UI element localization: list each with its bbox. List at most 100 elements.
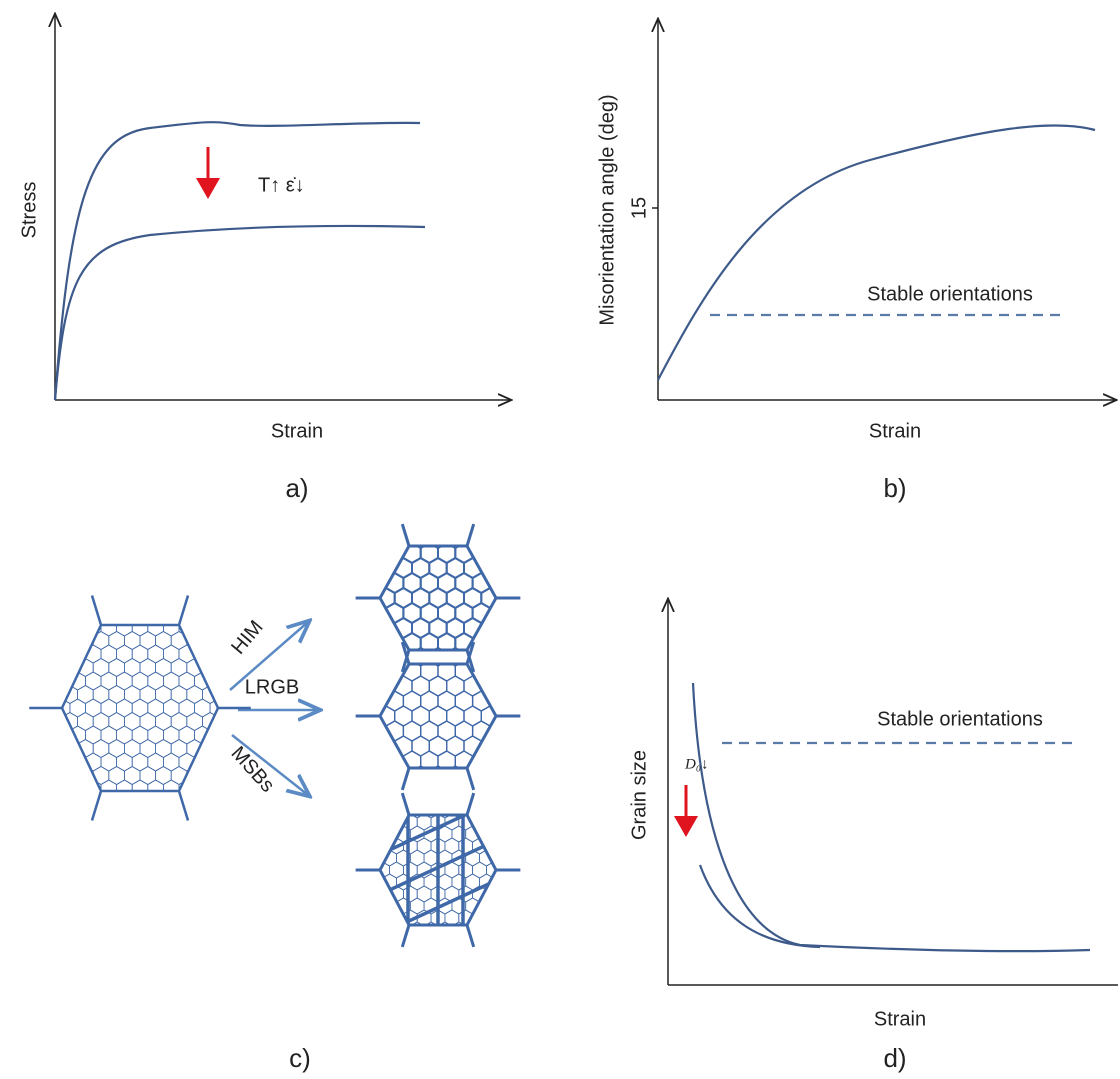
subgrain: [549, 946, 563, 962]
subgrain: [369, 811, 386, 831]
subgrain: [500, 790, 514, 806]
subgrain: [383, 826, 397, 842]
subgrain: [351, 631, 368, 651]
subgrain: [334, 781, 351, 801]
subgrain: [499, 826, 516, 846]
subgrain: [360, 558, 377, 578]
subgrain: [535, 826, 549, 842]
subgrain: [265, 740, 281, 758]
subgrain: [15, 632, 31, 650]
subgrain: [291, 528, 308, 548]
subgrain: [54, 672, 70, 690]
subgrain: [54, 726, 70, 744]
subgrain: [377, 468, 394, 488]
subgrain: [195, 807, 211, 825]
subgrain: [299, 691, 316, 711]
subgrain: [559, 513, 576, 533]
neighbor-boundary: [467, 925, 474, 947]
arrow-label: LRGB: [245, 676, 299, 698]
subgrain: [31, 713, 47, 731]
figure: T↑ ε̇↓ Stress Strain a) 15 Stable orient…: [0, 0, 1120, 1079]
subgrain: [521, 778, 535, 794]
subgrain: [376, 790, 390, 806]
subgrain: [493, 802, 507, 818]
x-label: Strain: [874, 1008, 926, 1030]
subgrain: [351, 483, 368, 503]
subgrain: [351, 751, 368, 771]
panel-label: b): [883, 473, 906, 503]
subgrain: [23, 618, 39, 636]
subgrain: [47, 686, 63, 704]
subgrain: [377, 766, 394, 786]
subgrain: [140, 605, 156, 623]
subgrain: [559, 811, 576, 831]
subgrain: [376, 910, 390, 926]
subgrain: [395, 708, 412, 728]
subgrain: [101, 807, 117, 825]
subgrain: [568, 586, 585, 606]
subgrain: [493, 898, 507, 914]
subgrain: [481, 528, 498, 548]
subgrain: [195, 591, 211, 609]
subgrain: [317, 483, 334, 503]
subgrain: [403, 513, 420, 533]
subgrain: [535, 802, 549, 818]
subgrain: [525, 751, 542, 771]
subgrain: [202, 605, 218, 623]
x-label: Strain: [869, 420, 921, 442]
subgrain: [507, 874, 521, 890]
subgrain: [403, 781, 420, 801]
subgrain: [431, 790, 445, 806]
subgrain: [348, 958, 362, 974]
subgrain: [568, 528, 585, 548]
subgrain: [241, 807, 257, 825]
subgrain: [549, 850, 563, 866]
subgrain: [351, 781, 368, 801]
subgrain: [542, 663, 559, 683]
subgrain: [480, 898, 494, 914]
subgrain: [514, 934, 528, 950]
subgrain: [360, 468, 377, 488]
subgrain: [542, 862, 556, 878]
subgrain: [291, 588, 308, 608]
subgrain: [533, 796, 550, 816]
subgrain: [291, 826, 308, 846]
subgrain: [257, 591, 273, 609]
curve: [658, 125, 1095, 380]
subgrain: [23, 753, 39, 771]
subgrain: [317, 661, 334, 681]
subgrain: [348, 910, 362, 926]
subgrain: [343, 498, 360, 518]
subgrain: [568, 706, 585, 726]
subgrain: [438, 693, 455, 713]
subgrain: [525, 691, 542, 711]
subgrain: [559, 781, 576, 801]
subgrain: [577, 543, 594, 563]
subgrain: [542, 958, 556, 974]
subgrain: [473, 483, 490, 503]
subgrain: [369, 922, 383, 938]
subgrain: [490, 631, 507, 651]
subgrain: [507, 811, 524, 831]
subgrain: [202, 659, 218, 677]
subgrain: [15, 713, 31, 731]
subgrain: [343, 736, 360, 756]
subgrain: [39, 591, 55, 609]
subgrain: [500, 958, 514, 974]
subgrain: [327, 802, 341, 818]
subgrain: [317, 811, 334, 831]
subgrain: [218, 605, 234, 623]
subgrain: [334, 886, 348, 902]
subgrain: [490, 781, 507, 801]
subgrain: [542, 601, 559, 621]
subgrain: [525, 663, 542, 683]
subgrain: [343, 528, 360, 548]
subgrain: [355, 874, 369, 890]
subgrain: [412, 498, 429, 518]
subgrain: [54, 591, 70, 609]
subgrain: [362, 886, 376, 902]
subgrain: [341, 874, 355, 890]
subgrain: [507, 802, 521, 818]
subgrain: [15, 686, 31, 704]
subgrain: [507, 781, 524, 801]
